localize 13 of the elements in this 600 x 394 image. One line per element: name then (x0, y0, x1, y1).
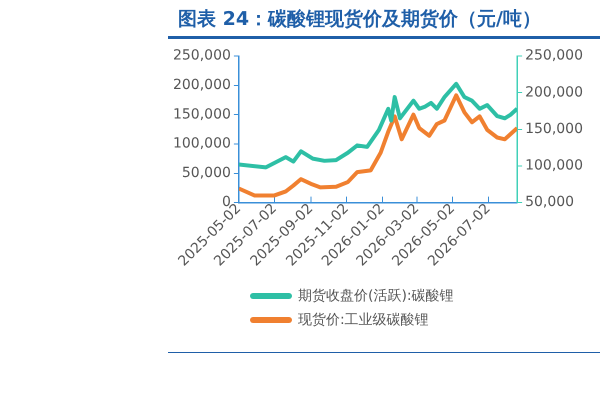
y2-tick-label: 250,000 (525, 48, 584, 64)
y2-tick-label: 100,000 (525, 158, 584, 174)
y-tick-label: 250,000 (172, 48, 231, 64)
legend-label: 期货收盘价(活跃):碳酸锂 (298, 287, 454, 305)
y2-tick-label: 150,000 (525, 120, 584, 137)
y2-tick-label: 50,000 (525, 194, 574, 210)
y-tick-label: 100,000 (172, 136, 231, 152)
y-tick-label: 150,000 (172, 106, 231, 122)
y-tick-label: 50,000 (182, 164, 231, 181)
chart-title: 图表 24：碳酸锂现货价及期货价（元/吨） (178, 7, 541, 32)
y-tick-label: 200,000 (172, 76, 231, 93)
y2-tick-label: 200,000 (525, 84, 584, 100)
legend-label: 现货价:工业级碳酸锂 (298, 311, 429, 329)
